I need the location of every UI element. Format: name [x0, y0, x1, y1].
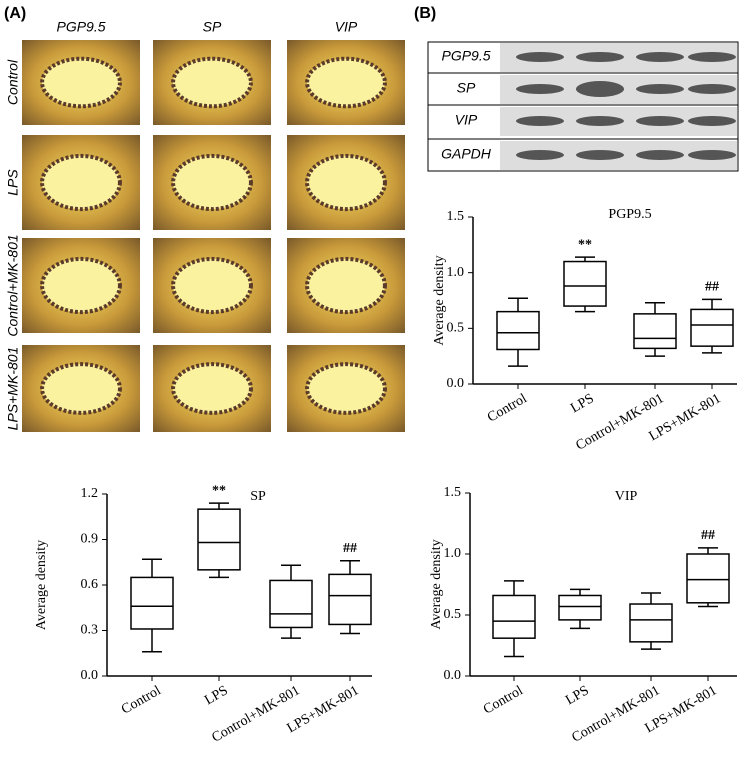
- annotation: **: [212, 483, 226, 498]
- row-label: Control+MK-801: [5, 234, 21, 336]
- y-tick-label: 0.0: [81, 668, 99, 683]
- annotation: ##: [701, 528, 715, 543]
- box: [269, 579, 313, 629]
- y-tick-label: 1.5: [444, 485, 462, 500]
- x-tick-label: Control: [481, 683, 526, 717]
- blot-band: [636, 52, 684, 62]
- blot-label: SP: [457, 80, 476, 96]
- y-tick-label: 1.2: [81, 486, 99, 501]
- x-tick-label: Control: [485, 391, 530, 425]
- lumen: [305, 153, 387, 212]
- lumen: [40, 256, 122, 315]
- blot-band: [688, 52, 736, 62]
- box: [686, 553, 730, 604]
- box: [629, 603, 673, 643]
- blot-band: [636, 84, 684, 94]
- blot-band: [688, 116, 736, 126]
- blot-band: [576, 116, 624, 126]
- annotation: ##: [343, 541, 357, 556]
- blot-band: [636, 150, 684, 160]
- blot-label: VIP: [455, 112, 478, 128]
- box: [558, 594, 602, 621]
- blot-band: [576, 52, 624, 62]
- box: [197, 508, 241, 571]
- blot-frame: [427, 41, 739, 172]
- x-tick-label: Control: [119, 683, 164, 717]
- x-tick-label: LPS: [563, 683, 591, 708]
- lumen: [171, 56, 253, 109]
- y-tick-label: 0.6: [81, 577, 99, 592]
- y-tick-label: 1.0: [447, 265, 465, 280]
- lumen: [171, 153, 253, 212]
- blot-band: [688, 84, 736, 94]
- lumen: [171, 256, 253, 315]
- lumen: [40, 362, 122, 415]
- column-label: SP: [203, 19, 222, 35]
- y-axis-label: Average density: [34, 540, 49, 630]
- row-label: LPS+MK-801: [5, 347, 21, 431]
- panel-label: (A): [4, 5, 26, 22]
- column-label: VIP: [335, 19, 358, 35]
- lumen: [305, 56, 387, 109]
- box: [690, 308, 734, 347]
- annotation: ##: [705, 280, 719, 295]
- box: [496, 310, 540, 351]
- blot-label: PGP9.5: [441, 48, 490, 64]
- blot-band: [576, 150, 624, 160]
- y-tick-label: 0.0: [447, 376, 465, 391]
- row-label: LPS: [5, 169, 21, 196]
- lumen: [40, 153, 122, 212]
- chart-title: PGP9.5: [608, 207, 651, 222]
- y-tick-label: 0.9: [81, 532, 99, 547]
- y-tick-label: 0.0: [444, 668, 462, 683]
- y-tick-label: 1.0: [444, 546, 462, 561]
- y-axis-label: Average density: [429, 539, 444, 629]
- blot-band: [516, 52, 564, 62]
- blot-band: [576, 81, 624, 97]
- x-tick-label: LPS: [202, 683, 230, 708]
- chart-title: VIP: [615, 489, 638, 504]
- column-label: PGP9.5: [56, 19, 105, 35]
- y-tick-label: 0.3: [81, 623, 99, 638]
- lumen: [171, 362, 253, 415]
- x-tick-label: LPS: [568, 391, 596, 416]
- box: [633, 313, 677, 350]
- blot-band: [516, 150, 564, 160]
- chart-title: SP: [250, 489, 266, 504]
- lumen: [305, 362, 387, 415]
- y-tick-label: 0.5: [447, 321, 465, 336]
- blot-label: GAPDH: [441, 146, 492, 162]
- box: [130, 576, 174, 630]
- box: [492, 594, 536, 639]
- panel-label: (B): [414, 5, 436, 22]
- box: [328, 573, 372, 626]
- lumen: [40, 56, 122, 109]
- y-axis-label: Average density: [432, 255, 447, 345]
- box: [563, 260, 607, 307]
- y-tick-label: 1.5: [447, 209, 465, 224]
- blot-band: [516, 84, 564, 94]
- annotation: **: [578, 237, 592, 252]
- blot-band: [688, 150, 736, 160]
- lumen: [305, 256, 387, 315]
- blot-band: [636, 116, 684, 126]
- y-tick-label: 0.5: [444, 607, 462, 622]
- row-label: Control: [5, 59, 21, 105]
- blot-band: [516, 116, 564, 126]
